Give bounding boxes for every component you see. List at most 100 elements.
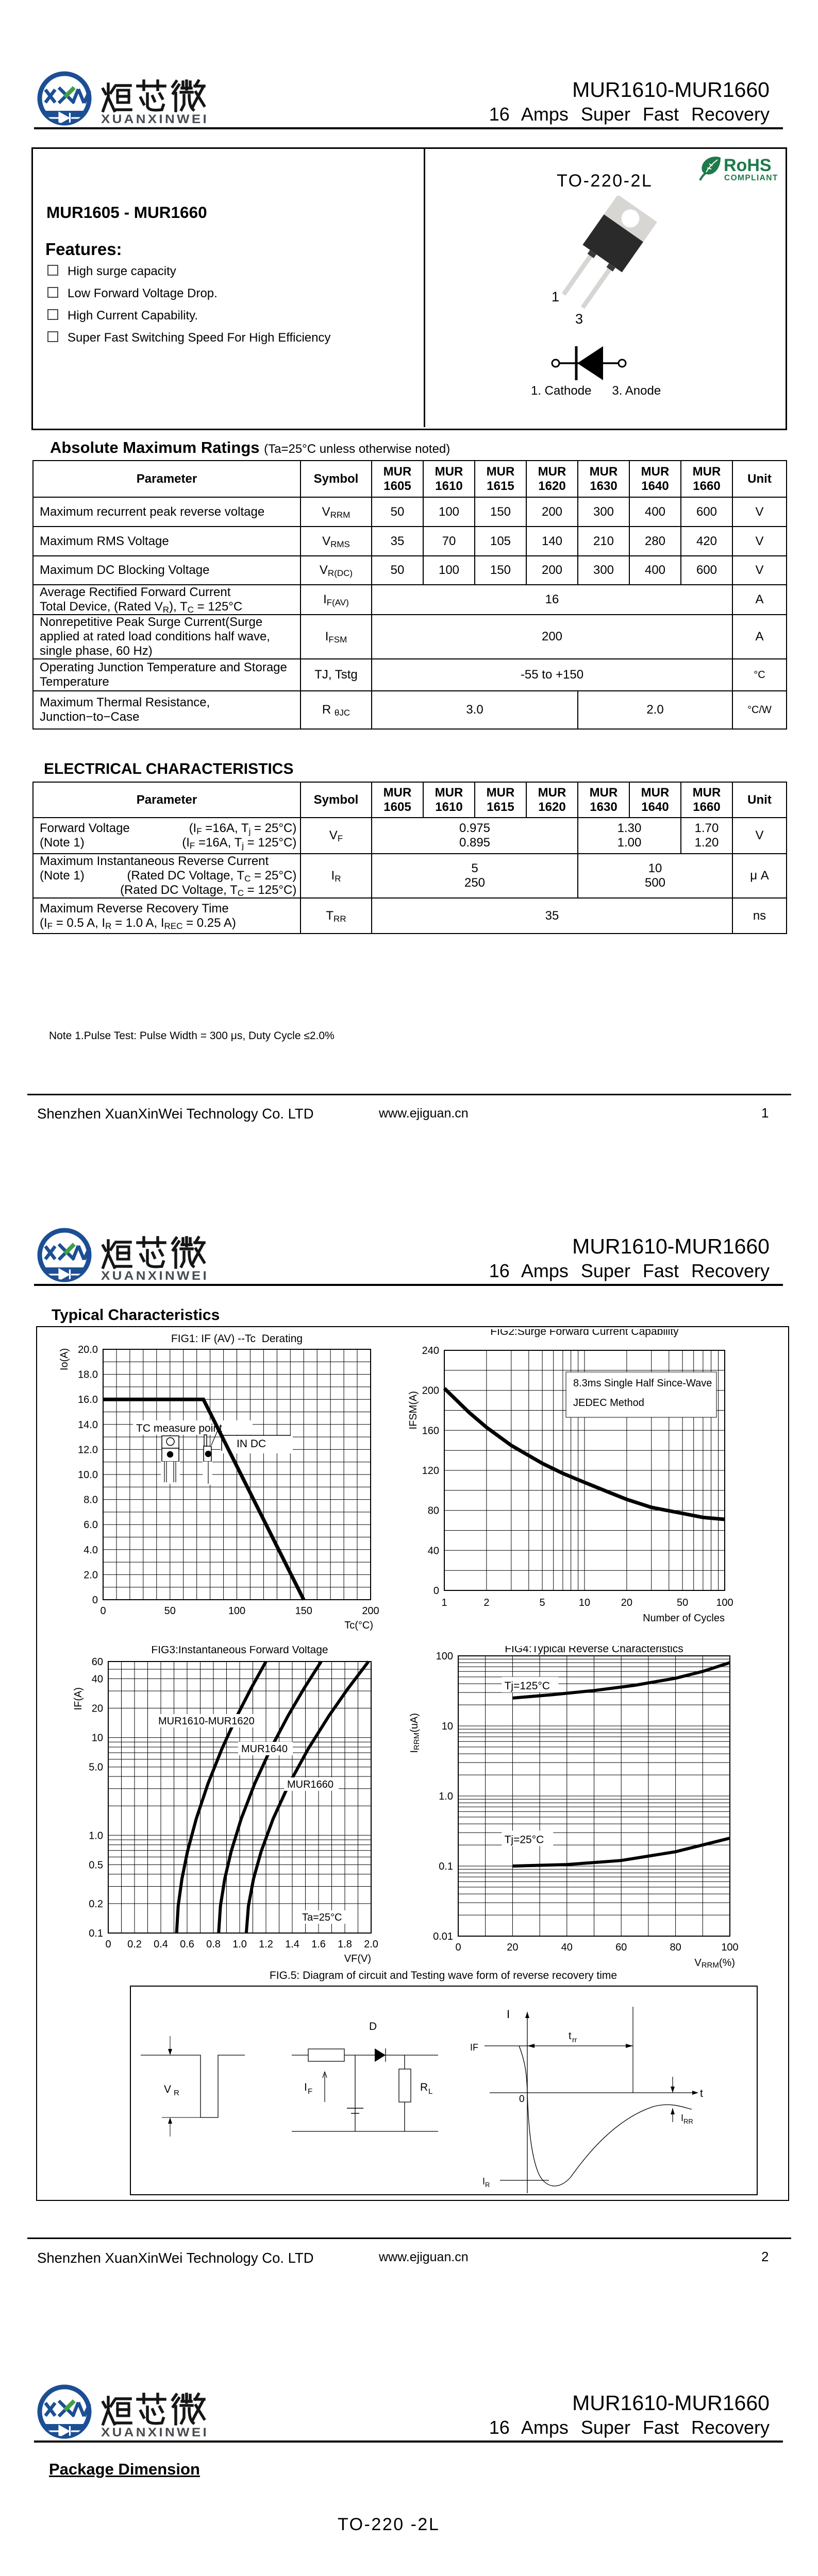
svg-text:80: 80 xyxy=(428,1505,439,1517)
svg-text:240: 240 xyxy=(422,1345,439,1357)
svg-text:12.0: 12.0 xyxy=(78,1444,98,1455)
svg-text:Tc(°C): Tc(°C) xyxy=(344,1620,373,1631)
svg-text:I: I xyxy=(507,2008,510,2021)
svg-text:20.0: 20.0 xyxy=(78,1344,98,1355)
svg-text:1.2: 1.2 xyxy=(259,1939,273,1950)
svg-text:MUR1640: MUR1640 xyxy=(241,1743,288,1755)
svg-text:150: 150 xyxy=(295,1605,312,1617)
svg-text:10.0: 10.0 xyxy=(78,1469,98,1481)
svg-text:VF(V): VF(V) xyxy=(344,1953,371,1964)
svg-text:0.2: 0.2 xyxy=(127,1939,142,1950)
svg-text:Ta=25°C: Ta=25°C xyxy=(302,1912,342,1923)
svg-text:1.4: 1.4 xyxy=(285,1939,299,1950)
svg-text:0.01: 0.01 xyxy=(433,1931,453,1942)
svg-text:2.0: 2.0 xyxy=(364,1939,378,1950)
svg-text:160: 160 xyxy=(422,1425,439,1436)
svg-text:100: 100 xyxy=(228,1605,245,1617)
svg-text:10: 10 xyxy=(579,1597,590,1608)
svg-text:100: 100 xyxy=(721,1942,738,1953)
svg-text:80: 80 xyxy=(670,1942,681,1953)
svg-text:8.0: 8.0 xyxy=(84,1495,98,1506)
svg-text:20: 20 xyxy=(507,1942,518,1953)
svg-text:5.0: 5.0 xyxy=(89,1762,103,1773)
svg-text:R: R xyxy=(174,2089,179,2097)
svg-text:0.8: 0.8 xyxy=(206,1939,221,1950)
svg-text:1: 1 xyxy=(441,1597,447,1608)
svg-text:0: 0 xyxy=(100,1605,106,1617)
svg-text:FIG3:Instantaneous Forward Vol: FIG3:Instantaneous Forward Voltage xyxy=(151,1646,328,1656)
svg-text:R: R xyxy=(420,2081,428,2093)
svg-text:200: 200 xyxy=(362,1605,379,1617)
svg-text:V: V xyxy=(164,2083,171,2095)
svg-text:JEDEC Method: JEDEC Method xyxy=(573,1397,644,1409)
svg-text:1: 1 xyxy=(552,289,559,304)
svg-text:10: 10 xyxy=(442,1721,453,1732)
svg-text:2: 2 xyxy=(483,1597,489,1608)
svg-text:100: 100 xyxy=(436,1651,453,1662)
svg-text:18.0: 18.0 xyxy=(78,1369,98,1381)
svg-text:120: 120 xyxy=(422,1465,439,1477)
svg-text:1.6: 1.6 xyxy=(311,1939,326,1950)
svg-text:1.0: 1.0 xyxy=(232,1939,247,1950)
svg-text:Number of Cycles: Number of Cycles xyxy=(643,1613,725,1624)
svg-text:1.8: 1.8 xyxy=(338,1939,352,1950)
svg-text:0.2: 0.2 xyxy=(89,1899,103,1910)
svg-text:50: 50 xyxy=(164,1605,176,1617)
svg-text:t: t xyxy=(569,2030,572,2042)
svg-text:200: 200 xyxy=(422,1385,439,1397)
svg-text:4.0: 4.0 xyxy=(84,1545,98,1556)
svg-text:F: F xyxy=(308,2087,312,2096)
svg-text:20: 20 xyxy=(92,1703,103,1715)
svg-text:VRRM(%): VRRM(%) xyxy=(694,1957,735,1970)
svg-text:16.0: 16.0 xyxy=(78,1394,98,1405)
svg-text:RoHS: RoHS xyxy=(724,156,772,175)
svg-text:I: I xyxy=(681,2113,683,2123)
svg-text:R: R xyxy=(485,2181,490,2189)
svg-text:IN DC: IN DC xyxy=(237,1438,266,1450)
svg-text:1.0: 1.0 xyxy=(439,1791,453,1802)
svg-text:TC measure point: TC measure point xyxy=(136,1422,222,1434)
svg-text:40: 40 xyxy=(92,1673,103,1685)
svg-text:0: 0 xyxy=(92,1595,98,1606)
svg-text:14.0: 14.0 xyxy=(78,1419,98,1431)
svg-text:8.3ms Single Half Since-Wave: 8.3ms Single Half Since-Wave xyxy=(573,1378,712,1389)
svg-text:0.1: 0.1 xyxy=(89,1928,103,1939)
svg-text:MUR1660: MUR1660 xyxy=(287,1779,333,1790)
svg-text:0: 0 xyxy=(433,1585,439,1597)
svg-text:Tj=125°C: Tj=125°C xyxy=(505,1680,550,1692)
svg-text:100: 100 xyxy=(716,1597,733,1608)
svg-text:0.1: 0.1 xyxy=(439,1861,453,1872)
svg-text:50: 50 xyxy=(677,1597,688,1608)
svg-text:5: 5 xyxy=(540,1597,545,1608)
svg-text:60: 60 xyxy=(92,1656,103,1668)
svg-text:10: 10 xyxy=(92,1733,103,1744)
svg-text:0: 0 xyxy=(105,1939,111,1950)
svg-text:3: 3 xyxy=(575,311,583,327)
svg-text:COMPLIANT: COMPLIANT xyxy=(724,174,778,182)
svg-text:1.0: 1.0 xyxy=(89,1830,103,1841)
svg-text:rr: rr xyxy=(572,2036,577,2044)
svg-text:MUR1610-MUR1620: MUR1610-MUR1620 xyxy=(158,1716,255,1727)
svg-text:0: 0 xyxy=(455,1942,461,1953)
svg-text:Tj=25°C: Tj=25°C xyxy=(505,1834,544,1845)
svg-text:0.6: 0.6 xyxy=(180,1939,194,1950)
svg-text:I: I xyxy=(304,2081,307,2093)
svg-text:t: t xyxy=(700,2088,703,2099)
svg-text:40: 40 xyxy=(428,1545,439,1556)
svg-text:FIG4:Typical Reverse Character: FIG4:Typical Reverse Characteristics xyxy=(505,1646,683,1655)
svg-text:IF: IF xyxy=(470,2042,478,2053)
svg-text:FIG2:Surge Forward Current Cap: FIG2:Surge Forward Current Capability xyxy=(490,1329,679,1337)
svg-text:RR: RR xyxy=(683,2117,693,2125)
svg-text:FIG1: IF (AV) --Tc Derating: FIG1: IF (AV) --Tc Derating xyxy=(171,1333,303,1345)
svg-text:I: I xyxy=(482,2176,485,2187)
svg-text:2.0: 2.0 xyxy=(84,1569,98,1581)
svg-text:0.5: 0.5 xyxy=(89,1859,103,1871)
svg-text:0.4: 0.4 xyxy=(154,1939,168,1950)
svg-text:20: 20 xyxy=(621,1597,632,1608)
svg-text:D: D xyxy=(369,2021,377,2032)
svg-text:L: L xyxy=(428,2087,432,2096)
svg-text:6.0: 6.0 xyxy=(84,1519,98,1531)
svg-text:40: 40 xyxy=(561,1942,573,1953)
svg-text:60: 60 xyxy=(615,1942,627,1953)
svg-text:Io(A): Io(A) xyxy=(59,1348,70,1370)
